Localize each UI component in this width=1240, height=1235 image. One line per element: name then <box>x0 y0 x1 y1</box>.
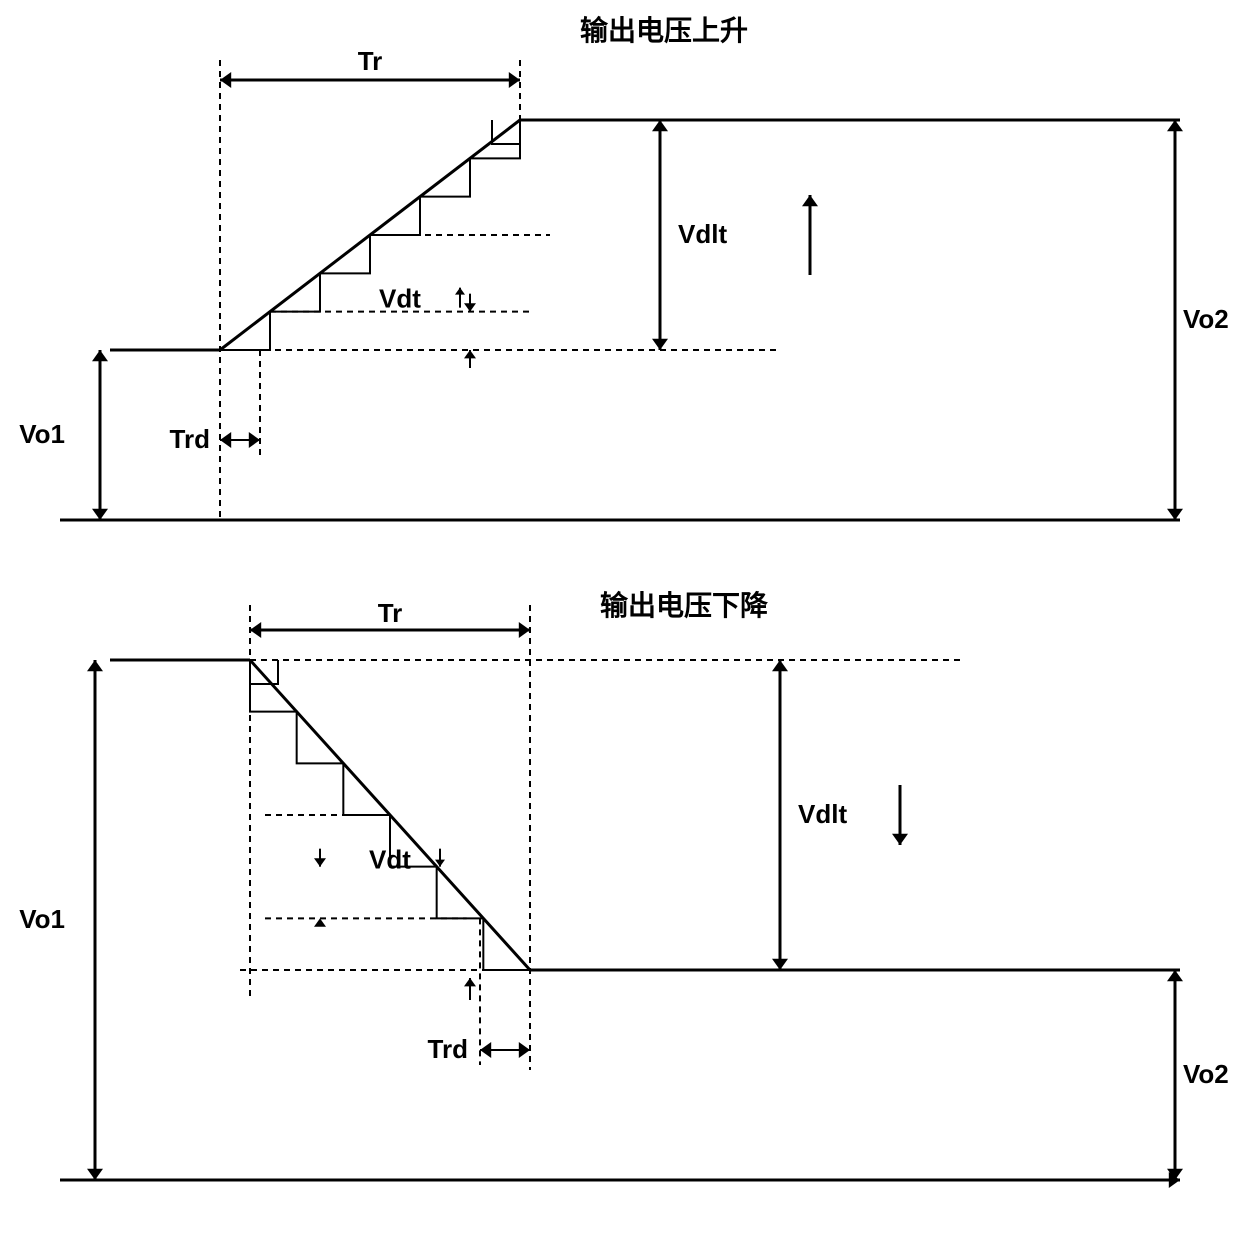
svg-text:输出电压上升: 输出电压上升 <box>580 14 748 46</box>
svg-text:Tr: Tr <box>358 46 383 76</box>
diagram-container: 输出电压上升 Tr Trd Vo1 Vo2 Vdlt Vdt 输出电压下降 Tr Trd Vo1 V… <box>0 0 1240 1235</box>
svg-text:Vo1: Vo1 <box>19 904 65 934</box>
svg-text:Vo2: Vo2 <box>1183 1059 1229 1089</box>
svg-text:Vo1: Vo1 <box>19 419 65 449</box>
diagrams-svg: 输出电压上升 Tr Trd Vo1 Vo2 Vdlt Vdt 输出电压下降 Tr Trd Vo1 V… <box>0 0 1240 1235</box>
svg-text:Vdlt: Vdlt <box>678 219 727 249</box>
svg-text:输出电压下降: 输出电压下降 <box>600 589 769 621</box>
svg-text:Tr: Tr <box>378 598 403 628</box>
svg-text:Vo2: Vo2 <box>1183 304 1229 334</box>
svg-text:Trd: Trd <box>170 424 210 454</box>
svg-text:Vdt: Vdt <box>369 845 411 875</box>
falling-diagram: 输出电压下降 Tr Trd Vo1 Vo2 Vdlt Vdt <box>19 589 1229 1188</box>
svg-text:Vdlt: Vdlt <box>798 799 847 829</box>
svg-text:Vdt: Vdt <box>379 284 421 314</box>
rising-diagram: 输出电压上升 Tr Trd Vo1 Vo2 Vdlt Vdt <box>19 14 1229 520</box>
svg-text:Trd: Trd <box>428 1034 468 1064</box>
